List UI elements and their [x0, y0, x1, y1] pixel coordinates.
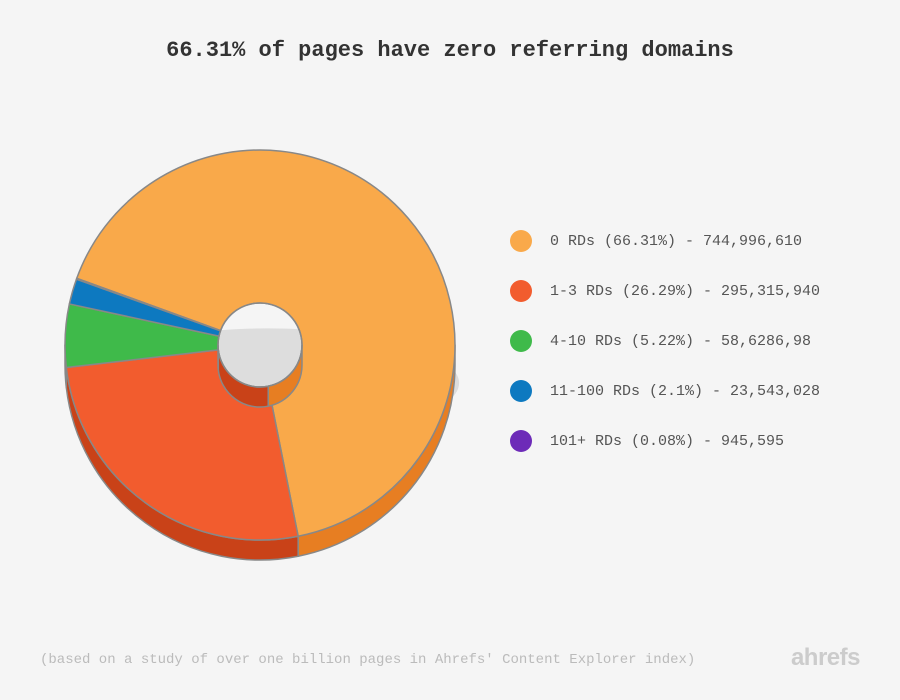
legend-swatch: [510, 380, 532, 402]
legend-item: 11-100 RDs (2.1%) - 23,543,028: [510, 380, 870, 402]
donut-chart: [40, 115, 480, 595]
footer-note: (based on a study of over one billion pa…: [40, 652, 695, 668]
chart-legend: 0 RDs (66.31%) - 744,996,610 1-3 RDs (26.…: [510, 230, 870, 480]
legend-swatch: [510, 230, 532, 252]
legend-item: 101+ RDs (0.08%) - 945,595: [510, 430, 870, 452]
brand-logo: ahrefs: [791, 644, 860, 672]
legend-swatch: [510, 280, 532, 302]
chart-title: 66.31% of pages have zero referring doma…: [0, 0, 900, 63]
legend-label: 0 RDs (66.31%) - 744,996,610: [550, 233, 802, 250]
legend-swatch: [510, 330, 532, 352]
legend-label: 11-100 RDs (2.1%) - 23,543,028: [550, 383, 820, 400]
legend-swatch: [510, 430, 532, 452]
legend-label: 4-10 RDs (5.22%) - 58,6286,98: [550, 333, 811, 350]
legend-item: 0 RDs (66.31%) - 744,996,610: [510, 230, 870, 252]
legend-label: 101+ RDs (0.08%) - 945,595: [550, 433, 784, 450]
legend-item: 1-3 RDs (26.29%) - 295,315,940: [510, 280, 870, 302]
legend-item: 4-10 RDs (5.22%) - 58,6286,98: [510, 330, 870, 352]
legend-label: 1-3 RDs (26.29%) - 295,315,940: [550, 283, 820, 300]
